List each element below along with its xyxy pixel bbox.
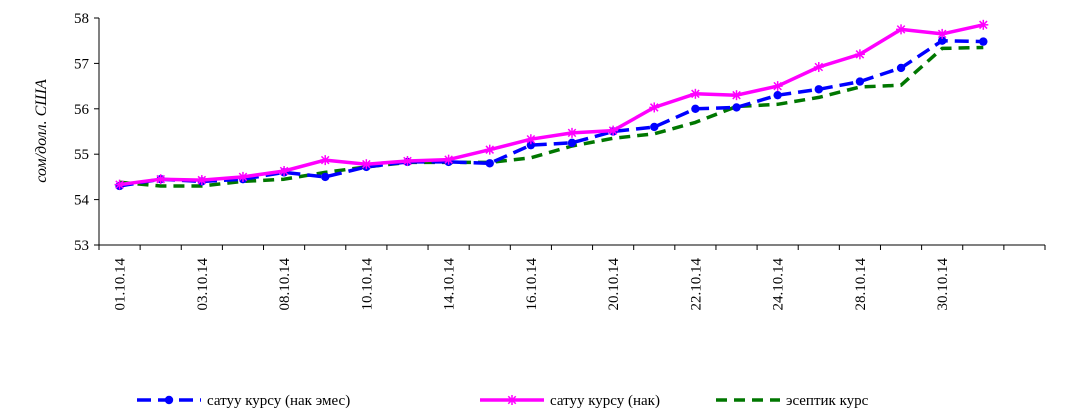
data-point: [896, 63, 906, 73]
x-tick-label: 22.10.14: [688, 258, 704, 311]
y-tick-label: 57: [74, 56, 90, 72]
y-tick-label: 53: [74, 238, 89, 254]
data-point: [361, 159, 372, 170]
data-point: [608, 125, 619, 136]
data-point: [567, 138, 577, 148]
data-point: [649, 102, 660, 113]
data-point: [854, 49, 865, 60]
data-point: [526, 140, 536, 150]
data-point: [485, 159, 494, 168]
x-tick-label: 16.10.14: [524, 258, 540, 311]
legend-marker: [164, 395, 174, 405]
data-point: [814, 85, 823, 94]
data-point: [773, 90, 782, 100]
data-point: [321, 172, 330, 182]
x-tick-label: 14.10.14: [442, 258, 458, 311]
data-point: [937, 28, 948, 39]
data-point: [484, 144, 495, 155]
x-tick-label: 08.10.14: [277, 258, 293, 311]
legend: сатуу курсу (нак эмес) сатуу курсу (нак) э…: [137, 393, 869, 409]
data-point: [772, 81, 783, 92]
y-tick-label: 58: [74, 11, 89, 27]
legend-item: эсептик курс: [716, 393, 869, 409]
series-line: [119, 45, 984, 188]
data-point: [402, 156, 413, 167]
data-point: [196, 175, 207, 186]
axes: 53 54 55 56 57 58 сом/долл. США 01.10.14 03.10.1…: [33, 11, 1046, 311]
y-tick-label: 54: [74, 193, 90, 209]
y-axis-label: сом/долл. США: [33, 79, 50, 183]
series-layer: [114, 19, 989, 191]
x-tick-label: 03.10.14: [195, 258, 211, 311]
series-1: [114, 19, 989, 190]
legend-label: эсептик курс: [786, 393, 869, 409]
data-point: [937, 36, 947, 45]
legend-label: сатуу курсу (нак): [550, 393, 660, 409]
data-point: [650, 122, 659, 132]
x-tick-label: 30.10.14: [935, 258, 951, 311]
legend-label: сатуу курсу (нак эмес): [207, 393, 350, 409]
series-0: [115, 36, 988, 191]
y-tick-label: 55: [74, 147, 89, 163]
x-tick-label: 24.10.14: [771, 258, 787, 311]
legend-marker: [507, 395, 517, 405]
x-tick-label: 20.10.14: [606, 258, 622, 311]
data-point: [690, 88, 701, 99]
data-point: [320, 155, 331, 166]
data-point: [978, 19, 989, 30]
data-point: [443, 154, 454, 165]
data-point: [731, 90, 742, 101]
x-tick-label: 01.10.14: [113, 258, 129, 311]
legend-item: сатуу курсу (нак): [480, 393, 660, 409]
data-point: [525, 134, 536, 145]
x-tick-label: 10.10.14: [359, 258, 375, 311]
data-point: [114, 179, 125, 190]
data-point: [732, 103, 741, 112]
y-tick-label: 56: [74, 102, 90, 118]
data-point: [855, 77, 865, 86]
legend-item: сатуу курсу (нак эмес): [137, 393, 350, 409]
data-point: [567, 127, 577, 138]
data-point: [896, 24, 907, 35]
data-point: [155, 174, 166, 185]
data-point: [691, 104, 700, 114]
data-point: [813, 62, 824, 73]
data-point: [237, 171, 248, 182]
series-line: [119, 23, 984, 187]
series-line: [119, 38, 984, 188]
series-2: [119, 45, 984, 188]
data-point: [279, 165, 290, 176]
data-point: [979, 37, 988, 46]
x-tick-label: 28.10.14: [853, 258, 869, 311]
